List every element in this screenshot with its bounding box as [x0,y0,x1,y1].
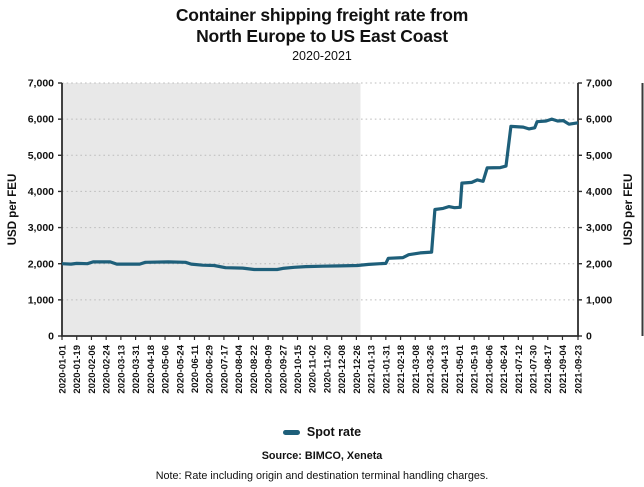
y-tick-label-left: 5,000 [28,150,54,162]
x-tick-label: 2021-03-26 [425,345,436,394]
x-tick-label: 2021-01-13 [367,345,378,394]
x-tick-label: 2020-03-31 [131,344,142,393]
x-tick-label: 2020-05-06 [161,345,172,394]
x-tick-label: 2020-03-13 [116,345,127,394]
x-tick-label: 2020-12-08 [337,345,348,394]
x-tick-label: 2021-05-01 [455,344,466,393]
chart-title-line-2: North Europe to US East Coast [196,26,448,46]
x-tick-label: 2020-09-27 [278,345,289,394]
x-tick-label: 2020-08-04 [234,344,245,393]
y-axis-title-left: USD per FEU [7,174,19,246]
x-tick-label: 2020-07-17 [219,345,230,394]
x-tick-label: 2020-04-18 [146,345,157,394]
x-tick-label: 2021-02-18 [396,345,407,394]
x-tick-label: 2021-05-19 [470,345,481,394]
spot-rate-line [61,117,579,272]
y-tick-label-left: 4,000 [28,186,54,198]
x-tick-label: 2020-12-26 [352,345,363,394]
chart-area: 0 0 1,000 1,000 2,000 2,000 3,000 3,000 4,000 4,0… [0,70,644,422]
x-tick-label: 2020-01-01 [58,344,69,393]
x-tick-label: 2021-04-13 [440,345,451,394]
y-axis-title-right: USD per FEU [623,174,635,246]
y-tick-label-left: 7,000 [28,78,54,90]
y-tick-label-right: 1,000 [586,294,612,306]
x-tick-label: 2020-01-19 [72,345,83,394]
chart-subtitle: 2020-2021 [292,49,352,63]
x-tick-label: 2021-01-31 [381,344,392,393]
x-tick-label: 2021-07-12 [514,345,525,394]
x-tick-label: 2020-06-29 [205,345,216,394]
chart-title-line-1: Container shipping freight rate from [175,5,469,25]
x-tick-label: 2020-05-24 [175,344,186,393]
x-tick-label: 2021-03-08 [411,345,422,394]
x-tick-label: 2020-06-11 [190,344,201,393]
x-tick-label: 2020-02-24 [102,344,113,393]
x-tick-label: 2021-06-06 [484,345,495,394]
title-block: Container shipping freight rate from Nor… [0,5,644,63]
x-tick-label: 2020-11-02 [308,345,319,393]
x-tick-label: 2021-09-04 [558,344,569,393]
y-tick-label-right: 3,000 [586,222,612,234]
y-tick-label-right: 7,000 [586,78,612,90]
y-tick-label-left: 1,000 [28,294,54,306]
x-tick-label: 2021-07-30 [529,345,540,394]
legend: Spot rate [0,425,644,439]
source-text: Source: BIMCO, Xeneta [261,450,383,462]
x-tick-label: 2020-08-22 [249,345,260,394]
shaded-region-2020 [62,83,361,336]
y-tick-label-right: 0 [586,331,592,343]
legend-line-marker-icon [282,429,300,435]
note-text: Note: Rate including origin and destinat… [155,470,489,482]
y-tick-label-right: 2,000 [586,258,612,270]
x-tick-label: 2021-09-23 [574,345,585,394]
y-tick-label-right: 6,000 [586,114,612,126]
y-tick-label-left: 2,000 [28,258,54,270]
y-tick-label-left: 0 [48,331,54,343]
x-tick-label: 2020-09-09 [264,345,275,394]
x-tick-label: 2020-02-06 [87,345,98,394]
legend-label: Spot rate [306,425,362,439]
y-tick-label-right: 5,000 [586,150,612,162]
x-tick-label: 2021-06-24 [499,344,510,393]
y-tick-label-right: 4,000 [586,186,612,198]
x-tick-label: 2020-10-15 [293,344,304,393]
x-tick-label: 2020-11-20 [322,345,333,393]
chart-svg: 0 0 1,000 1,000 2,000 2,000 3,000 3,000 4,000 4,0… [7,78,644,394]
y-tick-label-left: 6,000 [28,114,54,126]
x-tick-label: 2021-08-17 [543,345,554,394]
y-tick-label-left: 3,000 [28,222,54,234]
